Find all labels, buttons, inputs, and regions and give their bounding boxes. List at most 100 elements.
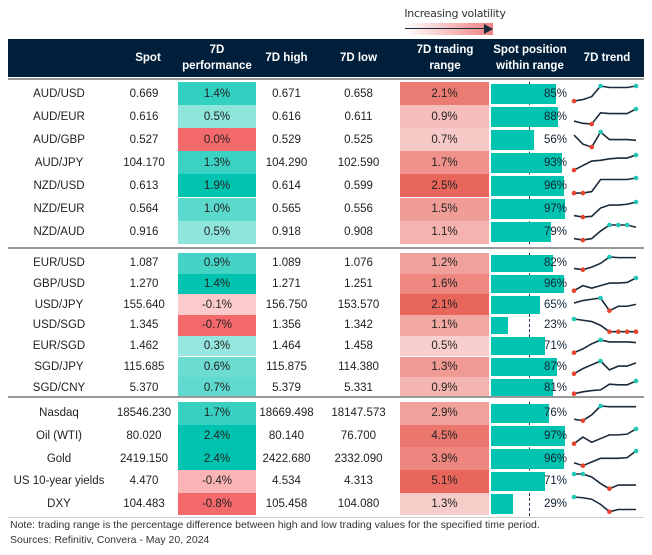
performance-cell: -0.8% — [178, 492, 256, 516]
trend-max-marker — [598, 358, 603, 363]
position-bar — [491, 275, 564, 293]
header-7d-low: 7D low — [339, 52, 378, 64]
low-value: 114.380 — [338, 360, 379, 373]
spot-value: 18546.230 — [116, 407, 172, 420]
trend-min-marker — [571, 391, 577, 397]
position-bar — [491, 129, 534, 150]
row-name: AUD/JPY — [34, 156, 84, 169]
position-value: 71% — [543, 340, 567, 353]
high-value: 0.616 — [272, 110, 301, 123]
trend-max-marker — [633, 106, 639, 112]
trend-sparkline — [571, 494, 636, 514]
trend-sparkline — [571, 471, 636, 492]
trend-sparkline — [571, 337, 637, 355]
row-name: NZD/AUD — [33, 226, 85, 239]
trend-line — [573, 85, 637, 102]
trading-range-cell: 0.7% — [400, 128, 489, 152]
position-bar — [491, 471, 545, 492]
section-divider — [8, 396, 644, 398]
performance-cell: 0.9% — [178, 253, 256, 274]
high-value: 104.290 — [265, 156, 308, 169]
row-name: Gold — [46, 452, 72, 465]
spot-value: 0.916 — [129, 226, 159, 239]
trading-range-cell: 5.1% — [400, 470, 489, 493]
position-bar — [491, 106, 558, 127]
position-bar — [491, 199, 565, 220]
high-value: 1.464 — [272, 340, 301, 353]
trading-range-cell: 0.5% — [400, 335, 489, 357]
position-bar — [491, 494, 514, 514]
position-value: 96% — [543, 452, 567, 465]
row-name: Oil (WTI) — [36, 430, 82, 443]
performance-cell: 1.4% — [178, 82, 256, 106]
trend-max-marker — [633, 275, 639, 280]
high-value: 1.089 — [272, 257, 301, 270]
position-value: 96% — [543, 179, 567, 192]
spot-value: 1.345 — [129, 319, 159, 332]
low-value: 2332.090 — [334, 452, 383, 465]
trend-min-marker — [589, 121, 595, 127]
high-value: 105.458 — [265, 498, 308, 511]
high-value: 5.379 — [272, 381, 301, 394]
row-name: Nasdaq — [39, 407, 79, 420]
trading-range-cell: 1.7% — [400, 151, 489, 175]
position-value: 29% — [543, 498, 567, 511]
section-divider — [8, 78, 644, 80]
header-spot: Spot — [135, 52, 161, 64]
performance-cell: -0.4% — [178, 470, 256, 493]
high-value: 0.529 — [272, 133, 301, 146]
high-value: 0.565 — [272, 203, 301, 216]
low-value: 1.076 — [344, 257, 373, 270]
spot-value: 115.685 — [123, 360, 165, 373]
trend-min-marker — [571, 370, 577, 376]
arrow-right-icon — [405, 28, 487, 29]
high-value: 115.875 — [266, 360, 307, 373]
trend-min-marker — [571, 441, 577, 446]
trend-max-marker — [633, 176, 639, 181]
row-name: NZD/EUR — [33, 203, 85, 216]
trading-range-cell: 2.1% — [400, 82, 489, 106]
header-7d-trading-range: 7D trading range — [416, 44, 474, 72]
trend-sparkline — [571, 275, 639, 293]
row-name: USD/JPY — [34, 298, 84, 311]
position-value: 76% — [543, 407, 567, 420]
trading-range-cell: 1.5% — [400, 197, 489, 221]
trend-sparkline — [571, 176, 639, 196]
trend-min-marker — [607, 308, 612, 314]
position-bar — [491, 358, 558, 376]
trading-range-cell: 1.1% — [400, 315, 489, 336]
trend-max-marker — [580, 471, 586, 477]
low-value: 153.570 — [337, 298, 380, 311]
header-7d-performance: 7D performance — [182, 44, 252, 72]
spot-value: 155.640 — [123, 298, 165, 311]
trend-max-marker — [633, 199, 639, 204]
low-value: 1.458 — [344, 340, 373, 353]
row-name: EUR/USD — [33, 257, 85, 270]
low-value: 0.908 — [344, 226, 373, 239]
trading-range-cell: 3.9% — [400, 447, 489, 471]
high-value: 2422.680 — [262, 452, 311, 465]
position-bar — [491, 295, 541, 314]
trend-line — [573, 223, 637, 241]
trend-sparkline — [571, 316, 639, 335]
trend-sparkline — [571, 378, 639, 397]
table-header: Spot 7D performance 7D high 7D low 7D tr… — [8, 39, 644, 77]
trading-range-cell: 1.3% — [400, 356, 489, 378]
position-value: 82% — [543, 257, 567, 270]
position-value: 97% — [543, 203, 567, 216]
trend-max-marker — [615, 222, 621, 227]
trend-max-marker — [571, 471, 577, 477]
performance-cell: 2.4% — [178, 447, 256, 471]
trend-min-marker — [633, 329, 639, 335]
trend-sparkline — [573, 199, 639, 219]
position-value: 71% — [543, 475, 567, 488]
trend-min-marker — [571, 168, 577, 173]
low-value: 0.658 — [344, 87, 373, 100]
row-name: AUD/EUR — [33, 110, 85, 123]
trading-range-cell: 1.3% — [400, 492, 489, 516]
position-value: 81% — [543, 381, 567, 394]
spot-value: 80.020 — [126, 430, 162, 443]
trend-line — [573, 130, 637, 149]
high-value: 156.750 — [265, 298, 308, 311]
trading-range-cell: 0.9% — [400, 105, 489, 129]
